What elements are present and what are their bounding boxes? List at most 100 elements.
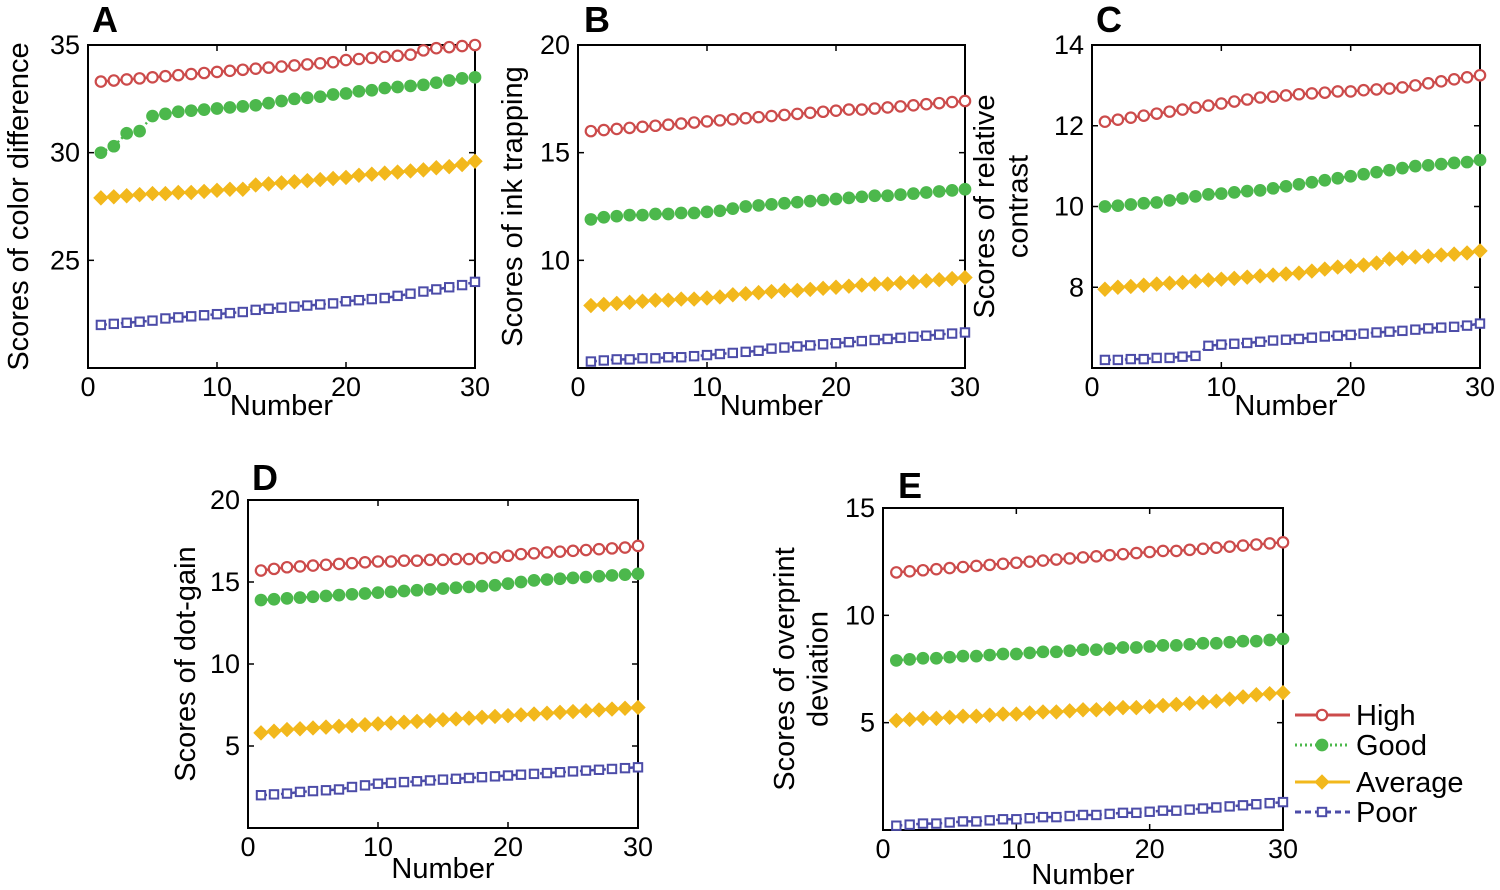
data-point-poor [476, 771, 488, 783]
data-point-high [687, 116, 701, 129]
data-point-good [1098, 200, 1112, 213]
legend-marker [1316, 806, 1328, 818]
data-point-high [1156, 544, 1170, 558]
data-point-high [907, 98, 920, 112]
data-point-poor [1319, 331, 1330, 342]
data-point-good [1103, 642, 1117, 655]
series-high [584, 94, 972, 138]
data-point-high [1250, 538, 1263, 551]
data-point-poor [346, 781, 358, 793]
data-point-high [172, 68, 185, 82]
data-point-poor [1112, 354, 1124, 366]
series-average [1097, 243, 1488, 297]
data-point-good [618, 568, 632, 581]
data-point-high [1137, 109, 1151, 122]
data-point-poor [1264, 797, 1275, 809]
data-point-average [673, 291, 689, 307]
data-point-poor [489, 771, 501, 782]
y-axis-label-line: deviation [802, 611, 834, 727]
data-point-average [802, 281, 818, 298]
data-point-average [1123, 278, 1139, 295]
data-point-average [312, 171, 328, 188]
data-point-good [332, 588, 346, 602]
x-axis-label: Number [1234, 390, 1337, 422]
data-point-good [1124, 198, 1138, 211]
data-point-high [1103, 548, 1116, 562]
data-point-high [916, 563, 930, 577]
data-point-high [254, 564, 268, 577]
data-point-good [306, 590, 320, 604]
data-point-average [1472, 243, 1488, 259]
data-point-average [422, 712, 438, 729]
data-point-good [983, 648, 997, 662]
data-point-good [1370, 165, 1383, 179]
data-point-good [765, 197, 778, 211]
data-point-high [903, 565, 916, 578]
data-point-good [442, 74, 456, 87]
x-tick-label: 30 [950, 372, 980, 402]
data-point-good [956, 649, 970, 663]
data-point-good [1223, 635, 1237, 649]
data-point-average [338, 169, 354, 186]
data-point-poor [1151, 352, 1162, 364]
data-point-good [1276, 632, 1290, 646]
data-point-average [1291, 265, 1307, 281]
data-point-poor [971, 816, 982, 827]
data-point-good [868, 189, 882, 203]
data-point-average [660, 292, 677, 308]
x-tick-label: 0 [875, 834, 890, 864]
data-point-poor [753, 345, 764, 356]
data-point-good [280, 592, 294, 605]
data-point-good [404, 79, 417, 93]
data-point-high [352, 52, 366, 66]
data-point-high [579, 543, 593, 557]
data-point-good [1023, 646, 1037, 660]
data-point-poor [1099, 354, 1111, 366]
data-point-good [631, 567, 645, 581]
panel-a: A 0 10 20 30 25 30 35 Number Scores of color diff… [3, 0, 490, 422]
data-point-poor [418, 286, 429, 297]
data-point-good [907, 187, 920, 200]
x-tick-label: 0 [570, 372, 585, 402]
data-point-good [1089, 643, 1103, 657]
data-point-average [235, 181, 251, 197]
data-point-high [1163, 105, 1176, 118]
data-point-poor [268, 789, 280, 800]
data-point-poor [528, 768, 540, 780]
data-point-high [661, 118, 675, 131]
data-point-good [275, 94, 288, 108]
data-point-good [855, 190, 869, 204]
data-point-poor [340, 296, 352, 307]
data-point-poor [585, 356, 597, 367]
y-axis-label-line: Scores of relative [969, 94, 1001, 318]
data-point-average [776, 282, 793, 299]
data-point-high [765, 109, 778, 123]
data-point-high [146, 71, 159, 84]
data-point-good [171, 105, 185, 119]
panel-e-frame [882, 507, 1284, 831]
data-point-poor [95, 319, 107, 331]
data-point-poor [805, 340, 816, 351]
data-point-poor [250, 304, 261, 316]
data-point-high [1460, 71, 1474, 84]
data-point-poor [1125, 353, 1136, 365]
data-point-average [266, 723, 282, 739]
data-point-average [1115, 699, 1131, 716]
data-point-high [1292, 87, 1306, 101]
data-point-average [1088, 702, 1105, 718]
data-point-high [1447, 73, 1461, 86]
data-point-good [449, 581, 463, 595]
data-point-average [1181, 695, 1198, 712]
data-point-average [131, 186, 148, 203]
data-point-good [455, 72, 469, 85]
data-point-poor [792, 341, 803, 352]
y-tick-label: 35 [50, 30, 80, 60]
data-point-good [829, 192, 843, 206]
data-point-average [941, 709, 958, 726]
data-point-poor [1138, 353, 1149, 365]
x-tick-label: 10 [202, 372, 232, 402]
data-point-average [841, 278, 857, 294]
data-point-good [184, 104, 198, 118]
x-tick-label: 20 [821, 372, 851, 402]
data-point-good [488, 578, 502, 592]
